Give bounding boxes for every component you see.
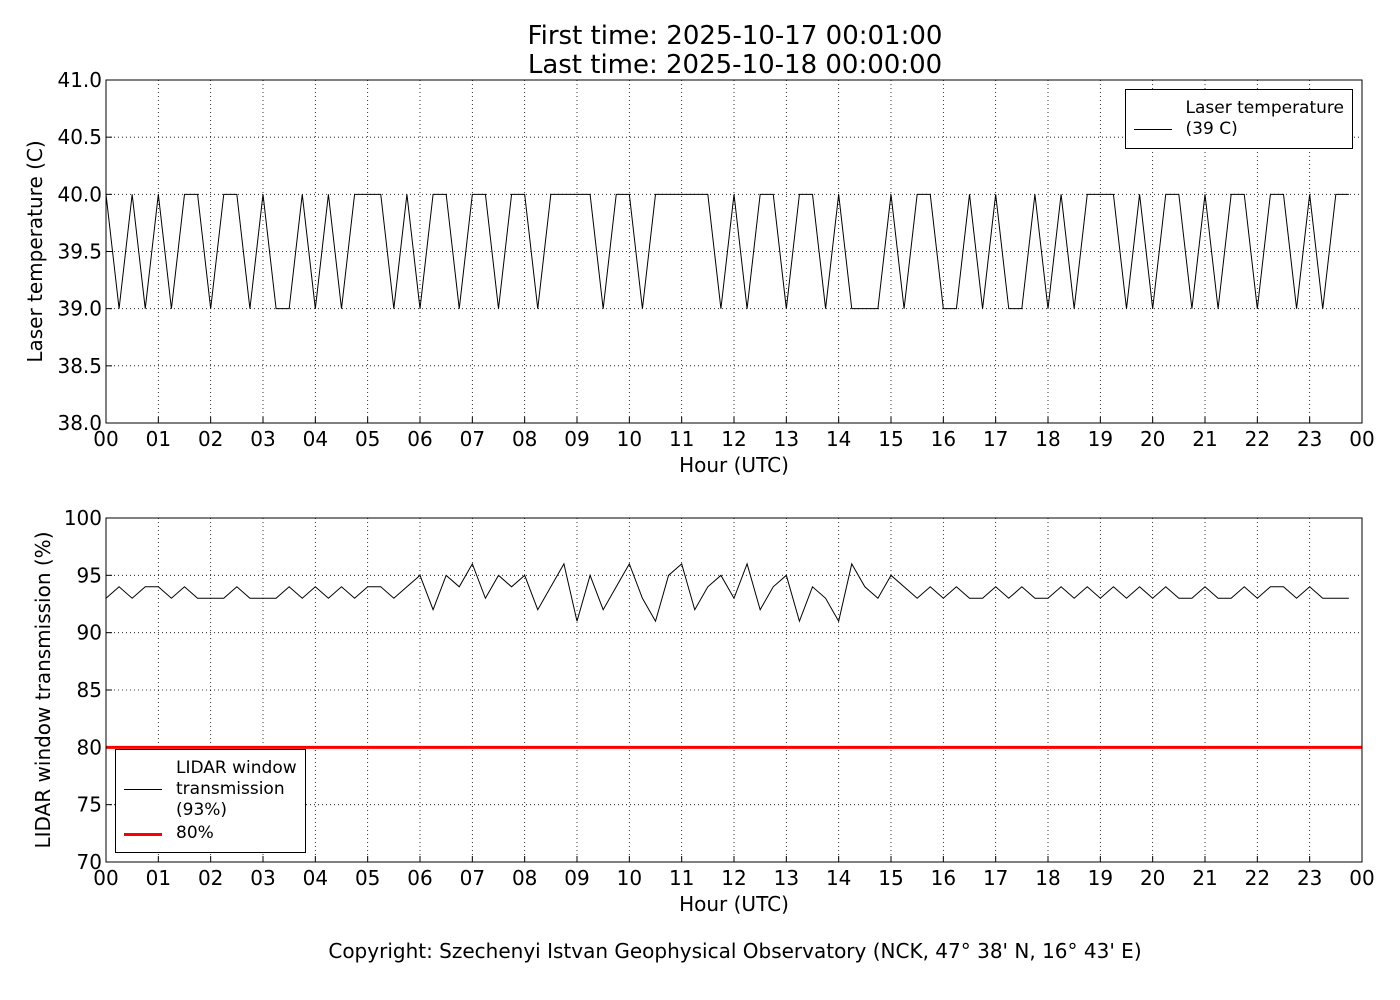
data-line xyxy=(105,562,1349,623)
y-tick-label: 39.5 xyxy=(57,240,102,264)
data-line xyxy=(105,193,1349,310)
x-tick-label: 11 xyxy=(669,866,694,890)
legend-label: 80% xyxy=(176,823,214,843)
x-tick-label: 00 xyxy=(93,866,118,890)
legend-entry: LIDAR window transmission (93%) xyxy=(124,758,297,821)
x-tick-label: 13 xyxy=(774,866,799,890)
x-tick-label: 03 xyxy=(250,427,275,451)
x-tick-label: 16 xyxy=(931,866,956,890)
x-tick-label: 08 xyxy=(512,866,537,890)
x-tick-label: 00 xyxy=(1349,866,1374,890)
x-tick-label: 17 xyxy=(983,427,1008,451)
x-tick-label: 14 xyxy=(826,866,851,890)
x-tick-label: 04 xyxy=(303,427,328,451)
x-tick-label: 22 xyxy=(1245,427,1270,451)
x-tick-label: 13 xyxy=(774,427,799,451)
x-tick-label: 22 xyxy=(1245,866,1270,890)
y-tick-label: 38.0 xyxy=(57,411,102,435)
y-tick-label: 38.5 xyxy=(57,354,102,378)
x-axis-label: Hour (UTC) xyxy=(679,892,789,916)
legend-swatch xyxy=(124,833,162,836)
x-tick-label: 18 xyxy=(1035,866,1060,890)
x-tick-label: 07 xyxy=(460,427,485,451)
x-tick-label: 12 xyxy=(721,866,746,890)
x-tick-label: 02 xyxy=(198,866,223,890)
x-tick-label: 20 xyxy=(1140,427,1165,451)
x-tick-label: 15 xyxy=(878,427,903,451)
chart-subtitle: Last time: 2025-10-18 00:00:00 xyxy=(528,50,942,80)
x-tick-label: 01 xyxy=(146,427,171,451)
y-tick-label: 90 xyxy=(77,621,102,645)
legend-label: LIDAR window transmission (93%) xyxy=(176,758,297,820)
legend-entry: 80% xyxy=(124,823,297,844)
y-axis-label: LIDAR window transmission (%) xyxy=(31,532,55,849)
x-tick-label: 10 xyxy=(617,427,642,451)
x-tick-label: 12 xyxy=(721,427,746,451)
x-tick-label: 16 xyxy=(931,427,956,451)
x-tick-label: 09 xyxy=(564,427,589,451)
y-tick-label: 85 xyxy=(77,678,102,702)
y-axis-label: Laser temperature (C) xyxy=(23,140,47,362)
x-tick-label: 14 xyxy=(826,427,851,451)
x-tick-label: 20 xyxy=(1140,866,1165,890)
y-tick-label: 41.0 xyxy=(57,68,102,92)
x-tick-label: 08 xyxy=(512,427,537,451)
x-tick-label: 17 xyxy=(983,866,1008,890)
x-tick-label: 10 xyxy=(617,866,642,890)
x-tick-label: 05 xyxy=(355,866,380,890)
x-tick-label: 02 xyxy=(198,427,223,451)
y-tick-label: 75 xyxy=(77,793,102,817)
legend-label: Laser temperature (39 C) xyxy=(1185,98,1344,139)
x-tick-label: 07 xyxy=(460,866,485,890)
x-tick-label: 01 xyxy=(146,866,171,890)
x-tick-label: 03 xyxy=(250,866,275,890)
x-tick-label: 23 xyxy=(1297,866,1322,890)
chart-title: First time: 2025-10-17 00:01:00 xyxy=(528,21,943,51)
y-tick-label: 70 xyxy=(77,850,102,874)
legend: LIDAR window transmission (93%) 80% xyxy=(115,749,306,853)
legend: Laser temperature (39 C) xyxy=(1124,89,1353,149)
x-tick-label: 00 xyxy=(93,427,118,451)
x-tick-label: 19 xyxy=(1088,866,1113,890)
legend-entry: Laser temperature (39 C) xyxy=(1133,98,1344,140)
y-tick-label: 100 xyxy=(64,506,102,530)
x-tick-label: 09 xyxy=(564,866,589,890)
plot-frame xyxy=(105,79,1363,424)
x-tick-label: 19 xyxy=(1088,427,1113,451)
x-tick-label: 23 xyxy=(1297,427,1322,451)
x-tick-label: 15 xyxy=(878,866,903,890)
y-tick-label: 40.5 xyxy=(57,125,102,149)
legend-swatch xyxy=(124,789,162,790)
x-axis-label: Hour (UTC) xyxy=(679,453,789,477)
y-tick-label: 40.0 xyxy=(57,182,102,206)
legend-swatch xyxy=(1133,129,1172,130)
y-tick-label: 39.0 xyxy=(57,297,102,321)
y-tick-label: 95 xyxy=(77,563,102,587)
x-tick-label: 00 xyxy=(1349,427,1374,451)
x-tick-label: 21 xyxy=(1192,866,1217,890)
x-tick-label: 11 xyxy=(669,427,694,451)
x-tick-label: 06 xyxy=(407,427,432,451)
x-tick-label: 04 xyxy=(303,866,328,890)
footer: Copyright: Szechenyi Istvan Geophysical … xyxy=(328,939,1141,963)
plot-frame xyxy=(105,517,1363,863)
x-tick-label: 18 xyxy=(1035,427,1060,451)
x-tick-label: 21 xyxy=(1192,427,1217,451)
y-tick-label: 80 xyxy=(77,735,102,759)
x-tick-label: 05 xyxy=(355,427,380,451)
x-tick-label: 06 xyxy=(407,866,432,890)
